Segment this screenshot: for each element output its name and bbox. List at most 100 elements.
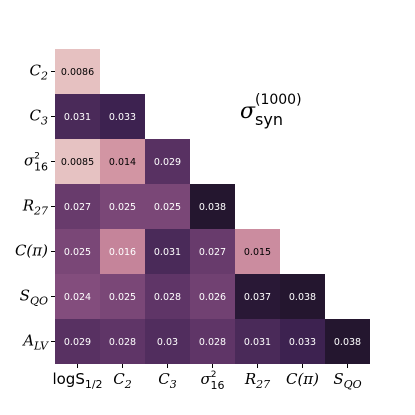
label-subscript: LV: [33, 340, 49, 353]
cell-value-label: 0.038: [199, 202, 226, 213]
label-base: C(π): [15, 242, 48, 260]
cell-value-label: 0.027: [199, 247, 226, 258]
column-label: σ2 16: [201, 370, 225, 392]
column-label: C3: [158, 370, 176, 391]
label-subscript: 2: [124, 378, 132, 391]
title-subscript: syn: [255, 110, 283, 129]
column-label: C(π): [286, 370, 319, 388]
label-subscript: QO: [344, 378, 362, 391]
cell-value-label: 0.025: [64, 247, 91, 258]
row-label: σ2 16: [24, 152, 48, 174]
heatmap-cell: [55, 49, 100, 94]
column-labels: logS1/2 C2 C3 σ2 16 R27 C(π) SQO: [52, 364, 362, 392]
heatmap-cell: [100, 229, 145, 274]
title-symbol: σ: [240, 99, 256, 124]
cell-value-label: 0.031: [244, 337, 271, 348]
cell-value-label: 0.038: [334, 337, 361, 348]
label-base: logS: [52, 370, 84, 388]
cell-value-label: 0.028: [154, 292, 181, 303]
cell-value-label: 0.024: [64, 292, 91, 303]
label-base: σ: [24, 152, 35, 170]
heatmap-cell: [100, 274, 145, 319]
cell-value-label: 0.028: [199, 337, 226, 348]
cell-value-label: 0.026: [199, 292, 226, 303]
cell-value-label: 0.031: [154, 247, 181, 258]
row-label: C2: [30, 62, 48, 83]
heatmap-cell: [235, 319, 280, 364]
label-subscript: 16: [34, 161, 48, 174]
heatmap-cell: [235, 274, 280, 319]
label-subscript: 1/2: [85, 378, 103, 391]
chart-title: σsyn (1000): [240, 92, 302, 129]
heatmap-cell: [145, 229, 190, 274]
cell-value-label: 0.027: [64, 202, 91, 213]
cell-value-label: 0.0085: [61, 157, 94, 168]
heatmap-cell: [55, 184, 100, 229]
heatmap-cell: [190, 274, 235, 319]
heatmap-cell: [100, 319, 145, 364]
cell-value-label: 0.033: [109, 112, 136, 123]
cell-value-label: 0.015: [244, 247, 271, 258]
cell-value-label: 0.038: [289, 292, 316, 303]
label-base: C: [30, 62, 42, 80]
heatmap-cell: [325, 319, 370, 364]
label-subscript: 16: [210, 379, 224, 392]
label-subscript: 2: [40, 70, 48, 83]
heatmap-cell: [190, 184, 235, 229]
heatmap-cell: [280, 274, 325, 319]
heatmap-cell: [100, 139, 145, 184]
cell-value-label: 0.016: [109, 247, 136, 258]
row-label: ALV: [21, 332, 49, 353]
heatmap-cell: [100, 94, 145, 139]
heatmap-cell: [190, 229, 235, 274]
cell-value-label: 0.029: [64, 337, 91, 348]
cell-value-label: 0.025: [109, 202, 136, 213]
cell-value-label: 0.0086: [61, 67, 94, 78]
row-label: SQO: [20, 287, 48, 308]
heatmap-cell: [55, 229, 100, 274]
cell-value-label: 0.037: [244, 292, 271, 303]
heatmap-cell: [145, 274, 190, 319]
label-base: S: [333, 370, 343, 388]
heatmap-cell: [145, 184, 190, 229]
label-subscript: 3: [41, 115, 48, 128]
heatmap-cell: [235, 229, 280, 274]
label-base: C: [30, 107, 42, 125]
label-subscript: QO: [30, 295, 48, 308]
heatmap-cell: [145, 139, 190, 184]
column-label: C2: [113, 370, 131, 391]
heatmap-cell: [145, 319, 190, 364]
label-base: C: [113, 370, 125, 388]
label-base: C: [158, 370, 170, 388]
label-base: S: [20, 287, 30, 305]
label-superscript: 2: [34, 152, 40, 162]
title-superscript: (1000): [255, 92, 302, 108]
cell-value-label: 0.03: [157, 337, 178, 348]
row-label: C3: [30, 107, 48, 128]
heatmap-cell: [55, 274, 100, 319]
heatmap-cells: 0.0086 0.031 0.033 0.0085 0.014 0.029 0.027 0.0…: [55, 49, 370, 364]
cell-value-label: 0.029: [154, 157, 181, 168]
cell-value-label: 0.025: [154, 202, 181, 213]
label-base: R: [22, 197, 34, 215]
label-base: R: [244, 370, 256, 388]
cell-value-label: 0.025: [109, 292, 136, 303]
heatmap-cell: [55, 94, 100, 139]
label-base: σ: [201, 370, 212, 388]
label-base: C(π): [286, 370, 319, 388]
label-subscript: 3: [170, 378, 177, 391]
label-subscript: 27: [33, 205, 48, 218]
cell-value-label: 0.014: [109, 157, 136, 168]
cell-value-label: 0.031: [64, 112, 91, 123]
heatmap-cell: [55, 139, 100, 184]
label-base: A: [21, 332, 34, 350]
heatmap-cell: [190, 319, 235, 364]
heatmap-cell: [55, 319, 100, 364]
column-label: SQO: [333, 370, 361, 391]
label-subscript: 27: [255, 378, 270, 391]
heatmap-cell: [280, 319, 325, 364]
svg-text:σsyn(1000): σsyn (1000): [240, 92, 302, 129]
heatmap-cell: [100, 184, 145, 229]
row-label: R27: [22, 197, 48, 218]
label-superscript: 2: [211, 370, 217, 380]
